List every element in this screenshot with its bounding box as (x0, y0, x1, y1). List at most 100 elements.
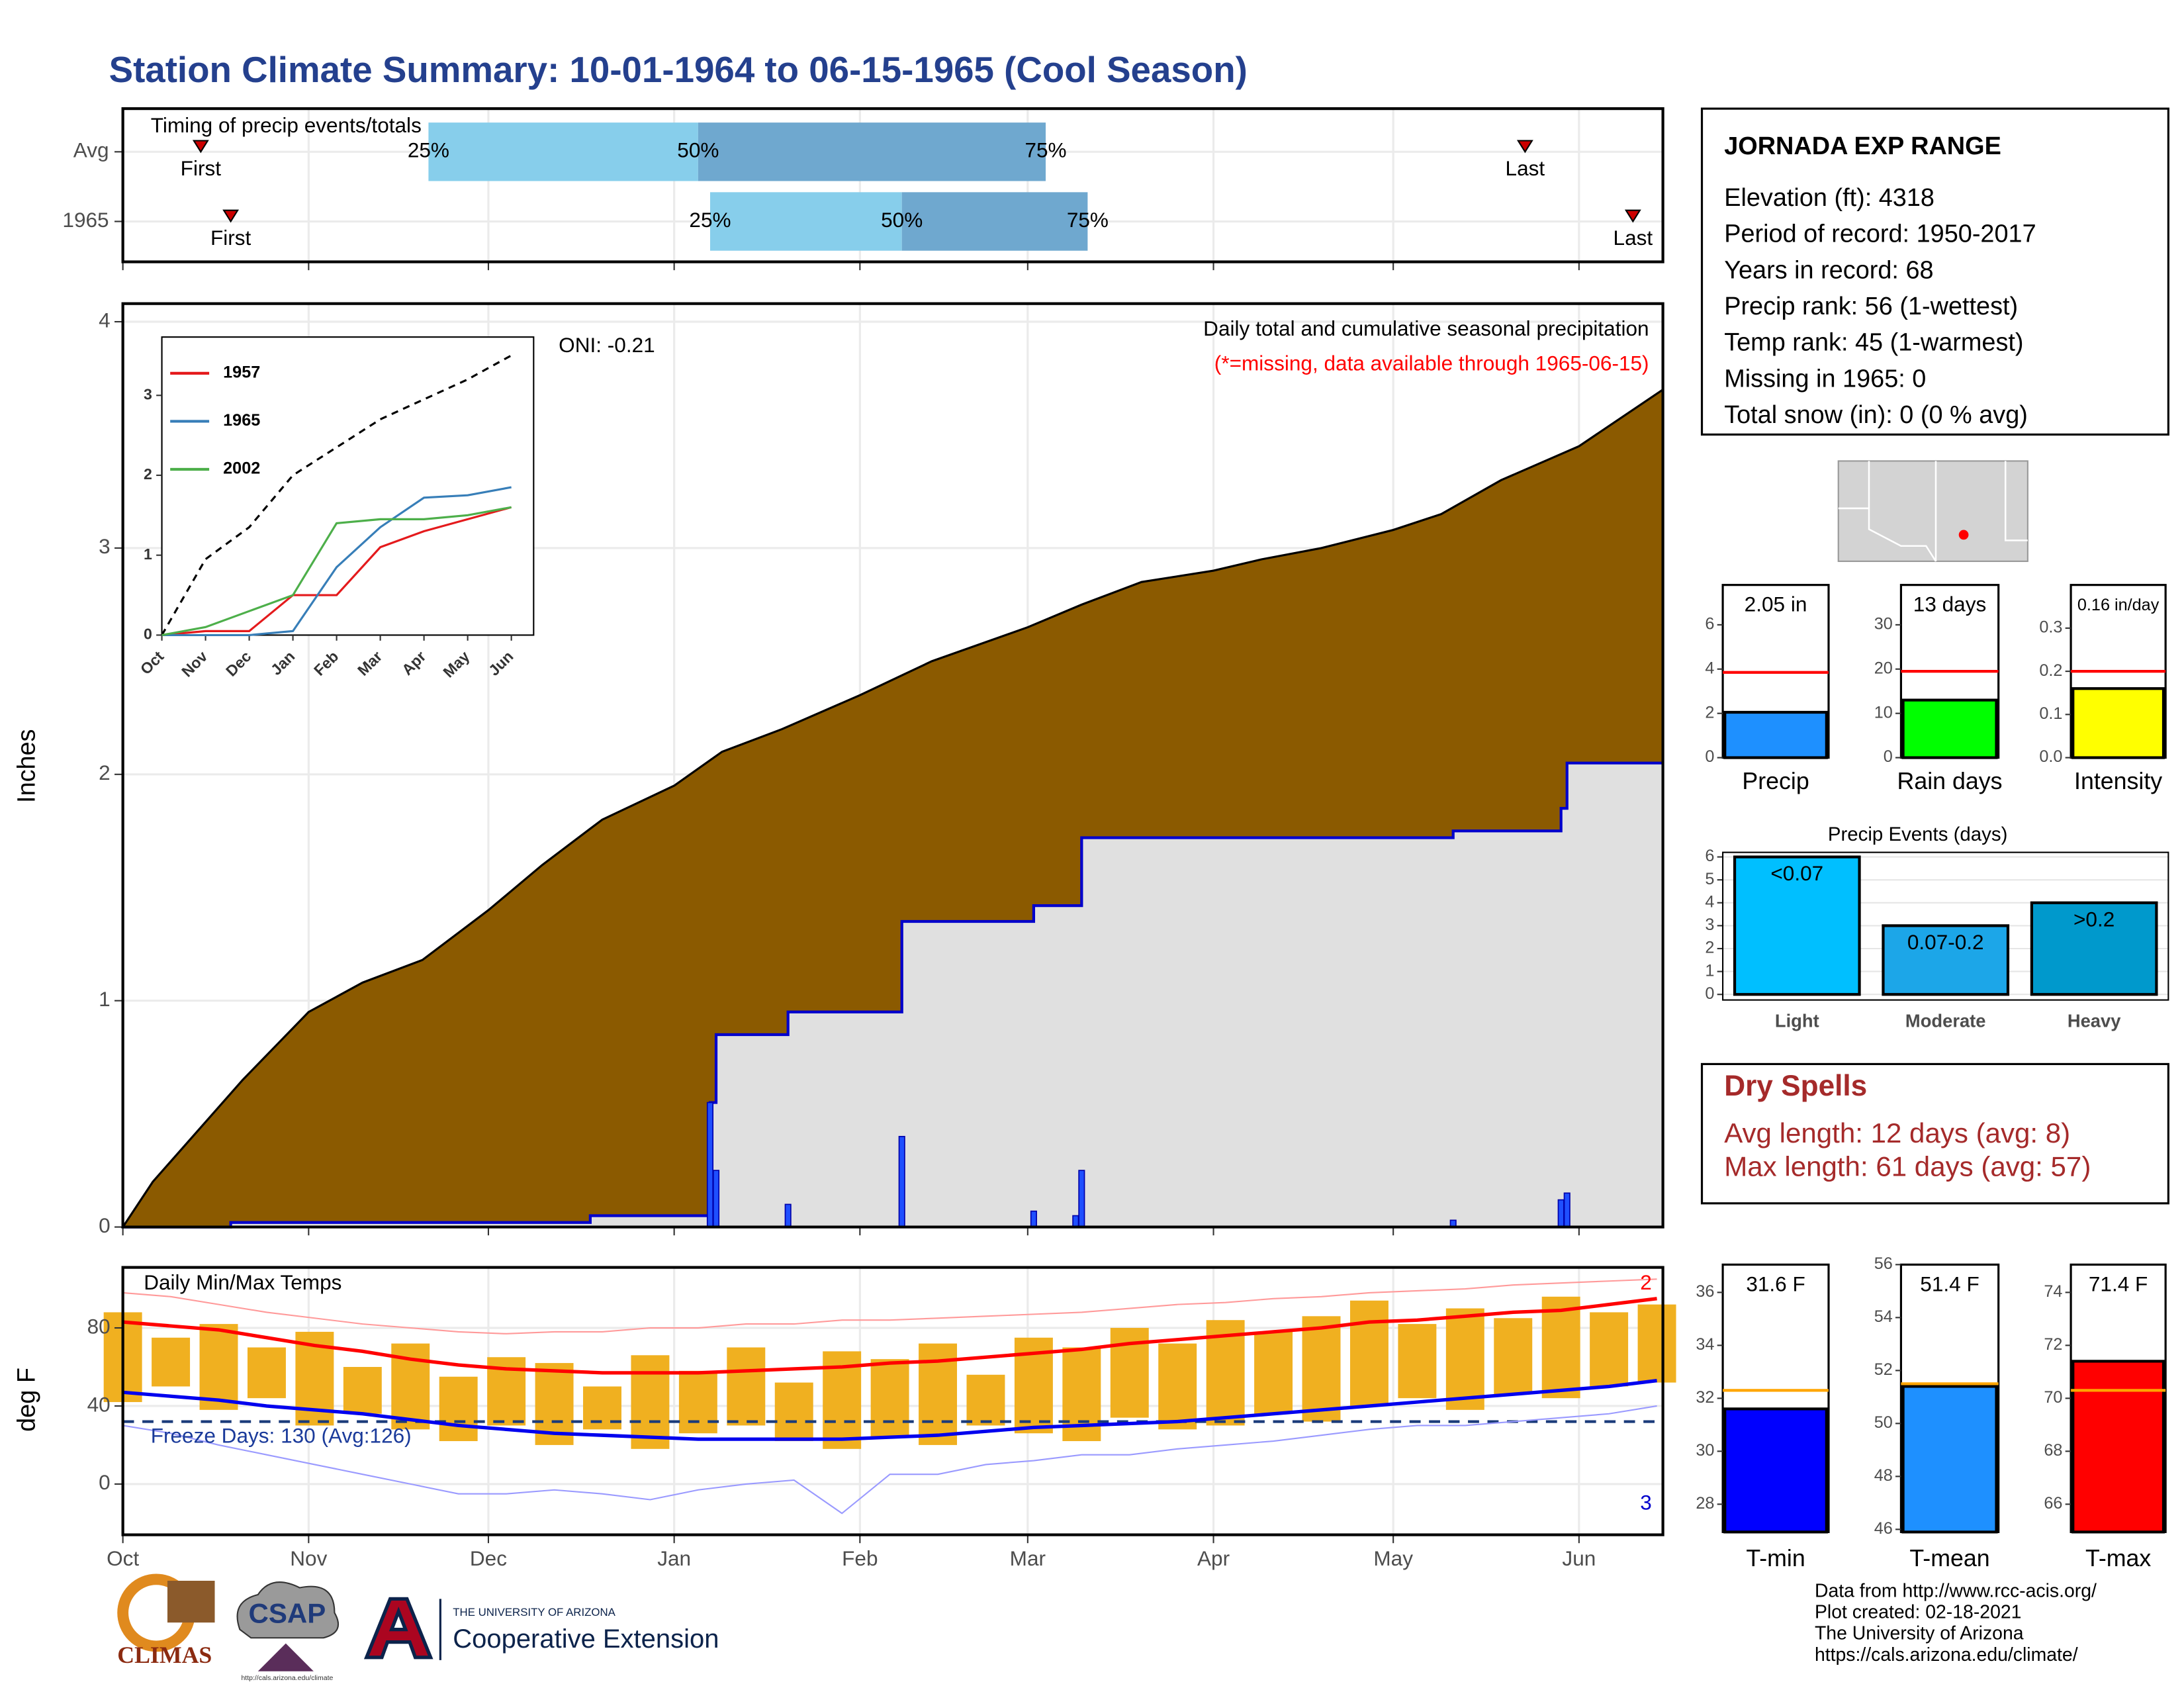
legend-label: 1957 (223, 363, 260, 382)
y-tick-label: 0 (1884, 747, 1893, 766)
category-label: T-min (1746, 1545, 1805, 1571)
y-tick-label: 52 (1874, 1360, 1893, 1379)
y-tick-label: 3 (1705, 915, 1714, 934)
y-tick-label: 34 (1696, 1335, 1714, 1354)
y-tick-label: 48 (1874, 1466, 1893, 1485)
x-tick-label: Mar (1010, 1546, 1046, 1570)
y-tick-label: 56 (1874, 1254, 1893, 1273)
inset-line (161, 486, 512, 636)
temp-range-bar (247, 1347, 286, 1399)
temp-range-bar (966, 1374, 1005, 1426)
credit-line: The University of Arizona (1815, 1623, 2024, 1644)
x-tick-label: Jun (1562, 1546, 1596, 1570)
legend-label: 2002 (223, 459, 260, 478)
value-label: 71.4 F (2089, 1272, 2148, 1295)
category-label: Rain days (1897, 768, 2003, 794)
temp-range-bar (631, 1355, 670, 1449)
quartile-bar (709, 192, 902, 251)
cumulative-line (122, 761, 1663, 1229)
x-tick-label: Oct (107, 1546, 139, 1570)
y-axis-label: Inches (13, 729, 41, 803)
y-tick-label: 70 (2044, 1388, 2062, 1407)
summary-bar (1723, 710, 1828, 759)
event-bar (1882, 924, 2010, 996)
y-tick-label: 40 (87, 1392, 111, 1416)
y-tick-label: 46 (1874, 1519, 1893, 1538)
quartile-label: 75% (1024, 138, 1066, 162)
csap-text: CSAP (248, 1598, 326, 1629)
x-tick-label: Light (1775, 1011, 1819, 1031)
daily-bar (1072, 1215, 1079, 1228)
inset-line (161, 506, 512, 636)
cumulative-fill (122, 763, 1663, 1227)
panel-border (121, 107, 1664, 263)
temp-line (122, 1278, 1657, 1335)
panel-border (121, 1266, 1664, 1536)
quartile-label: 25% (689, 208, 731, 232)
temp-range-bar (1541, 1296, 1580, 1399)
temp-range-bar (1494, 1318, 1533, 1395)
bar-label: >0.2 (2073, 907, 2115, 931)
daily-bar (706, 1102, 714, 1228)
temp-range-bar (1349, 1300, 1388, 1406)
credit-line: Data from http://www.rcc-acis.org/ (1815, 1580, 2097, 1601)
climas-text: CLIMAS (117, 1642, 212, 1668)
temps-title: Daily Min/Max Temps (144, 1270, 341, 1294)
annotation: Daily total and cumulative seasonal prec… (1203, 316, 1649, 340)
temp-range-bar (152, 1337, 191, 1387)
y-tick-label: 2 (1705, 703, 1714, 722)
y-tick-label: 54 (1874, 1307, 1893, 1326)
y-tick-label: 28 (1696, 1494, 1714, 1513)
temp-range-bar (343, 1366, 382, 1414)
ua-logo: THE UNIVERSITY OF ARIZONA Cooperative Ex… (363, 1597, 719, 1660)
dry-spells-title: Dry Spells (1724, 1070, 1867, 1102)
category-label: T-max (2085, 1545, 2151, 1571)
temp-range-bar (774, 1382, 813, 1442)
y-tick-label: 4 (1705, 659, 1714, 677)
y-tick-label: 2 (144, 465, 152, 483)
y-tick-label: 80 (87, 1314, 111, 1338)
y-tick-label: 0 (99, 1470, 111, 1494)
y-tick-label: 2 (1705, 939, 1714, 957)
summary-bar (2071, 1360, 2165, 1534)
record-low-count: 3 (1640, 1491, 1652, 1515)
temp-line (122, 1297, 1657, 1375)
quartile-label: 50% (881, 208, 923, 232)
temp-range-bar (678, 1370, 717, 1434)
row-label: Avg (73, 138, 109, 162)
daily-bar (898, 1135, 905, 1228)
y-tick-label: 0.1 (2039, 704, 2062, 723)
legend-label: 1965 (223, 411, 260, 430)
station-line: Missing in 1965: 0 (1724, 365, 1926, 393)
y-tick-label: 74 (2044, 1282, 2062, 1301)
event-marker (192, 140, 209, 154)
y-tick-label: 30 (1874, 615, 1893, 633)
dry-spell-line: Avg length: 12 days (avg: 8) (1724, 1117, 2070, 1149)
credit-line: https://cals.arizona.edu/climate/ (1815, 1644, 2078, 1665)
inset-line (161, 354, 512, 636)
event-label: Last (1614, 226, 1653, 250)
temp-range-bar (1254, 1331, 1293, 1414)
panel-border (1722, 851, 2169, 1001)
event-label: First (181, 156, 222, 180)
y-tick-label: 1 (99, 987, 111, 1011)
bar-label: 0.07-0.2 (1907, 930, 1984, 954)
quartile-bar (428, 122, 698, 181)
temp-range-bar (1637, 1304, 1676, 1383)
y-tick-label: 4 (1705, 892, 1714, 911)
annotation: ONI: -0.21 (559, 333, 655, 357)
x-tick-label: Feb (842, 1546, 878, 1570)
y-tick-label: 10 (1874, 703, 1893, 722)
event-marker (222, 209, 240, 223)
value-label: 0.16 in/day (2077, 596, 2160, 614)
x-tick-label: Jan (657, 1546, 691, 1570)
ua-text: THE UNIVERSITY OF ARIZONA (453, 1606, 615, 1618)
temp-range-bar (1158, 1343, 1197, 1430)
y-tick-label: 0.2 (2039, 661, 2062, 680)
y-tick-label: 20 (1874, 659, 1893, 677)
daily-bar (1078, 1170, 1085, 1228)
temp-range-bar (1445, 1308, 1484, 1410)
y-tick-label: 4 (99, 308, 111, 332)
